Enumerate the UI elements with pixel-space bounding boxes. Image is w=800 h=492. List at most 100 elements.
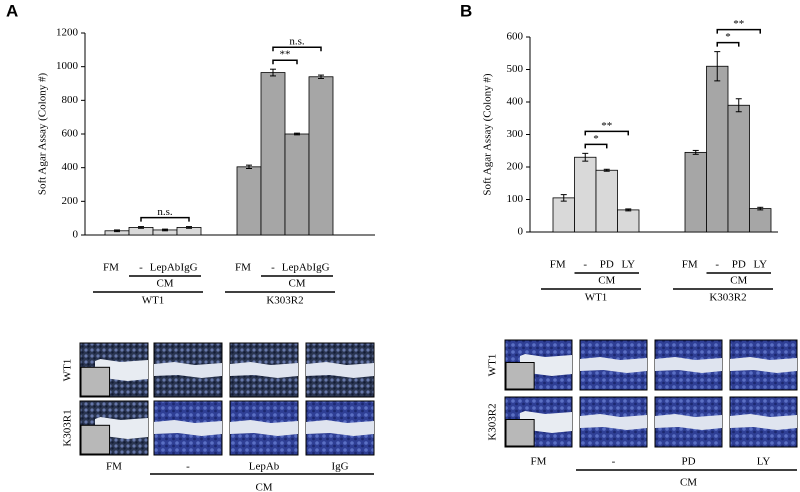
bar — [552, 197, 575, 233]
y-tick-label: 200 — [62, 195, 79, 207]
y-tick-label: 500 — [507, 63, 524, 75]
bar — [260, 72, 286, 236]
bar — [749, 208, 772, 233]
bar — [684, 151, 707, 233]
y-tick-label: 400 — [62, 161, 79, 173]
y-tick-label: 1200 — [56, 27, 79, 39]
category-label: LY — [621, 259, 635, 271]
group-label: WT1 — [585, 292, 608, 304]
bar — [706, 65, 729, 233]
significance-bracket — [272, 59, 298, 65]
micrograph — [153, 400, 223, 456]
row-label: K303R2 — [487, 403, 499, 440]
micrograph — [79, 342, 149, 398]
y-axis-label: Soft Agar Assay (Colony #) — [482, 73, 494, 196]
category-label: PD — [600, 259, 614, 271]
subgroup-label: CM — [288, 278, 305, 290]
subgroup-label: CM — [598, 275, 615, 287]
y-tick-label: 400 — [507, 96, 524, 108]
row-label: K303R1 — [62, 409, 74, 446]
micrograph — [229, 400, 299, 456]
column-label: LY — [757, 456, 771, 468]
column-label: - — [186, 461, 190, 473]
column-label: PD — [681, 456, 695, 468]
bar — [236, 166, 262, 236]
row-label: WT1 — [487, 354, 499, 377]
category-label: PD — [732, 259, 746, 271]
micrograph — [579, 339, 648, 391]
bar — [574, 156, 597, 233]
significance-label: ** — [280, 49, 291, 61]
y-tick-label: 0 — [73, 229, 79, 241]
micrograph — [654, 396, 723, 448]
micrograph — [504, 396, 573, 448]
y-tick-label: 0 — [518, 226, 524, 238]
scratch-gap — [655, 414, 722, 430]
scratch-gap — [230, 362, 298, 378]
significance-bracket — [584, 130, 629, 136]
group-label: CM — [255, 482, 272, 492]
scratch-gap — [655, 357, 722, 373]
significance-label: n.s. — [289, 36, 305, 48]
row-label: WT1 — [62, 359, 74, 382]
category-label: - — [583, 259, 587, 271]
inset — [505, 362, 535, 390]
y-tick-label: 600 — [62, 128, 79, 140]
inset — [80, 424, 111, 455]
micrograph — [579, 396, 648, 448]
column-label: - — [612, 456, 616, 468]
micrograph — [229, 342, 299, 398]
micrograph — [305, 400, 375, 456]
subgroup-label: CM — [156, 278, 173, 290]
scratch-gap — [154, 362, 222, 378]
group-label: WT1 — [142, 295, 165, 307]
column-label: LepAb — [249, 461, 280, 473]
category-label: LY — [753, 259, 767, 271]
panel-label: A — [6, 1, 18, 20]
y-tick-label: 1000 — [56, 60, 79, 72]
micrograph — [504, 339, 573, 391]
micrograph — [79, 400, 149, 456]
micrograph — [729, 396, 798, 448]
scratch-gap — [154, 420, 222, 436]
group-label: CM — [680, 477, 697, 489]
significance-label: ** — [733, 18, 744, 30]
scratch-gap — [306, 362, 374, 378]
significance-bracket — [716, 41, 740, 47]
y-tick-label: 200 — [507, 161, 524, 173]
category-label: LepAb — [150, 262, 181, 274]
column-label: IgG — [331, 461, 348, 473]
significance-bracket — [716, 28, 761, 34]
scratch-gap — [730, 357, 797, 373]
inset — [80, 366, 111, 397]
category-label: FM — [235, 262, 251, 274]
panel-label: B — [460, 1, 472, 20]
y-tick-label: 800 — [62, 94, 79, 106]
column-label: FM — [531, 456, 547, 468]
scratch-gap — [580, 414, 647, 430]
category-label: FM — [550, 259, 566, 271]
significance-label: n.s. — [157, 206, 173, 218]
category-label: FM — [682, 259, 698, 271]
y-tick-label: 100 — [507, 193, 524, 205]
bar — [617, 209, 640, 233]
subgroup-label: CM — [730, 275, 747, 287]
bar — [727, 104, 750, 233]
significance-bracket — [140, 216, 190, 222]
group-label: K303R2 — [709, 292, 746, 304]
y-axis-label: Soft Agar Assay (Colony #) — [37, 73, 49, 196]
micrograph — [305, 342, 375, 398]
y-tick-label: 600 — [507, 31, 524, 43]
category-label: - — [271, 262, 275, 274]
micrograph — [729, 339, 798, 391]
category-label: IgG — [180, 262, 197, 274]
category-label: LepAb — [282, 262, 313, 274]
significance-label: * — [593, 133, 599, 145]
category-label: - — [139, 262, 143, 274]
category-label: FM — [103, 262, 119, 274]
y-tick-label: 300 — [507, 128, 524, 140]
group-label: K303R2 — [266, 295, 303, 307]
significance-bracket — [584, 143, 608, 149]
column-label: FM — [106, 461, 122, 473]
